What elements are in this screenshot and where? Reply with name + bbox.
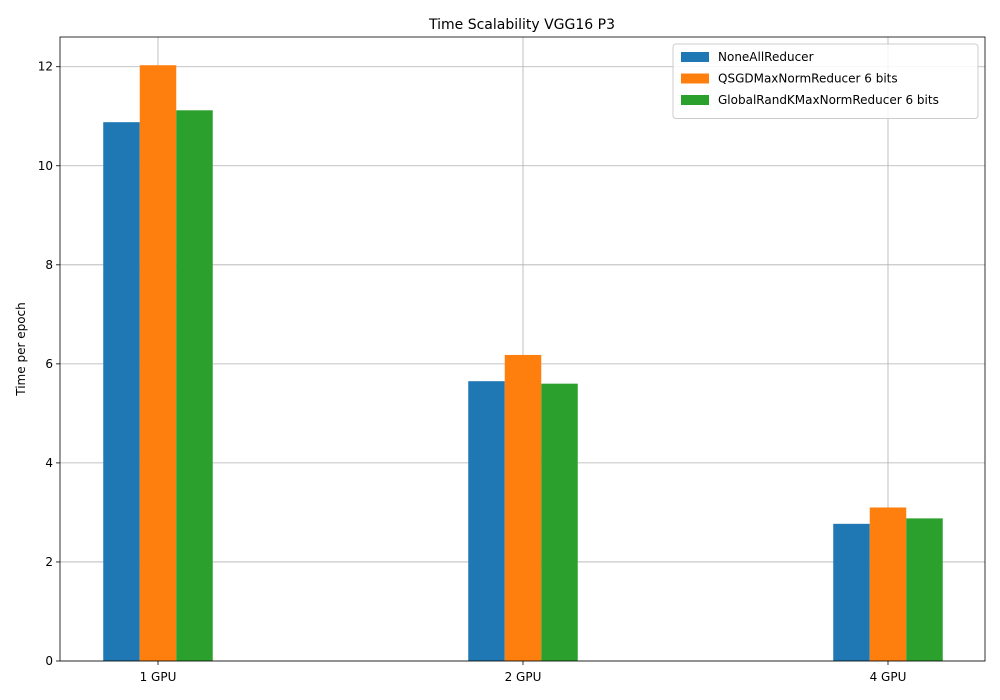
bar-3-2 [541,383,578,661]
y-tick-label: 12 [38,60,53,74]
bars [103,65,943,662]
bar-2-2 [504,354,542,661]
axes: 0 2 4 6 8 10 12 1 GPU 2 GPU 4 GPU [38,36,986,684]
x-tick-label: 2 GPU [505,670,542,684]
legend-swatch-3 [681,95,709,105]
bar-1-3 [833,523,870,661]
y-tick-label: 0 [45,654,53,668]
legend-label-2: QSGDMaxNormReducer 6 bits [718,72,898,86]
legend-box [672,43,979,119]
chart-title: Time Scalability VGG16 P3 [428,17,615,33]
y-tick-label: 2 [45,555,53,569]
legend-label-1: NoneAllReducer [718,50,814,64]
x-tick-label: 1 GPU [140,670,177,684]
bar-1-1 [103,122,140,661]
legend-swatch-1 [681,52,709,62]
legend: NoneAllReducer QSGDMaxNormReducer 6 bits G… [672,43,979,119]
legend-label-3: GlobalRandKMaxNormReducer 6 bits [718,93,939,107]
y-tick-label: 8 [45,258,53,272]
y-tick-label: 6 [45,357,53,371]
y-tick-label: 4 [45,456,53,470]
bar-2-3 [869,507,907,661]
bar-2-1 [139,65,177,661]
plot-frame [59,36,986,662]
legend-swatch-2 [681,73,709,84]
bar-3-3 [906,518,943,661]
bar-1-2 [468,381,505,661]
x-tick-label: 4 GPU [870,670,907,684]
bar-3-1 [176,110,213,662]
y-axis-title: Time per epoch [14,302,28,396]
y-tick-label: 10 [38,159,53,173]
